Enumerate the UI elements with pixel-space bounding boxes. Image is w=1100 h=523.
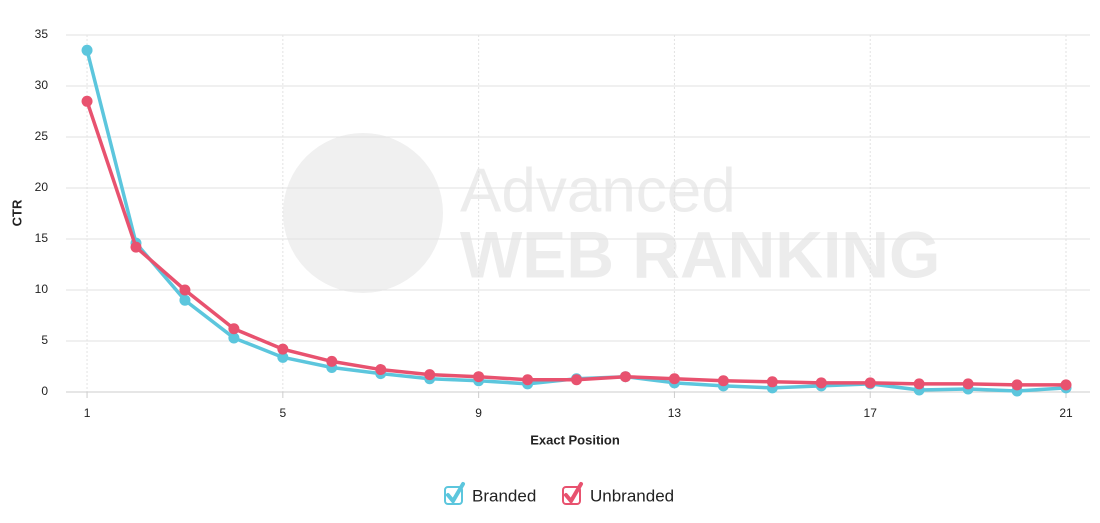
data-point	[81, 95, 93, 107]
data-point	[717, 375, 729, 387]
data-point	[179, 294, 191, 306]
data-point	[619, 371, 631, 383]
y-tick-label: 25	[35, 129, 49, 143]
x-tick-label: 9	[475, 406, 482, 420]
legend-item[interactable]: Unbranded	[562, 482, 674, 505]
data-point	[130, 241, 142, 253]
x-tick-label: 13	[668, 406, 682, 420]
data-point	[424, 369, 436, 381]
data-point	[913, 378, 925, 390]
data-point	[326, 355, 338, 367]
data-point	[277, 351, 289, 363]
y-tick-label: 5	[41, 333, 48, 347]
data-point	[1011, 379, 1023, 391]
legend-label: Unbranded	[590, 486, 674, 505]
data-point	[228, 323, 240, 335]
x-axis-title: Exact Position	[530, 432, 620, 447]
watermark-globe	[283, 133, 443, 293]
data-point	[962, 378, 974, 390]
data-point	[766, 376, 778, 388]
y-tick-label: 0	[41, 384, 48, 398]
data-point	[1060, 379, 1072, 391]
x-tick-label: 1	[84, 406, 91, 420]
data-point	[668, 373, 680, 385]
x-tick-label: 5	[279, 406, 286, 420]
data-point	[375, 364, 387, 376]
x-tick-label: 21	[1059, 406, 1073, 420]
data-point	[179, 284, 191, 296]
x-tick-label: 17	[864, 406, 878, 420]
data-point	[864, 377, 876, 389]
legend-label: Branded	[472, 486, 536, 505]
y-tick-label: 15	[35, 231, 49, 245]
y-tick-label: 10	[35, 282, 49, 296]
watermark: Advanced WEB RANKING	[283, 133, 940, 293]
y-tick-label: 30	[35, 78, 49, 92]
watermark-text: Advanced	[460, 156, 736, 225]
data-point	[473, 371, 485, 383]
y-axis-title: CTR	[9, 199, 24, 226]
legend-check	[446, 482, 465, 505]
data-point	[522, 374, 534, 386]
data-point	[81, 44, 93, 56]
data-point	[571, 374, 583, 386]
legend-check	[564, 482, 583, 505]
data-point	[277, 343, 289, 355]
data-point	[815, 377, 827, 389]
y-tick-label: 20	[35, 180, 49, 194]
y-tick-label: 35	[35, 27, 49, 41]
data-point	[228, 332, 240, 344]
watermark-text: WEB RANKING	[460, 217, 940, 291]
legend-item[interactable]: Branded	[444, 482, 536, 505]
